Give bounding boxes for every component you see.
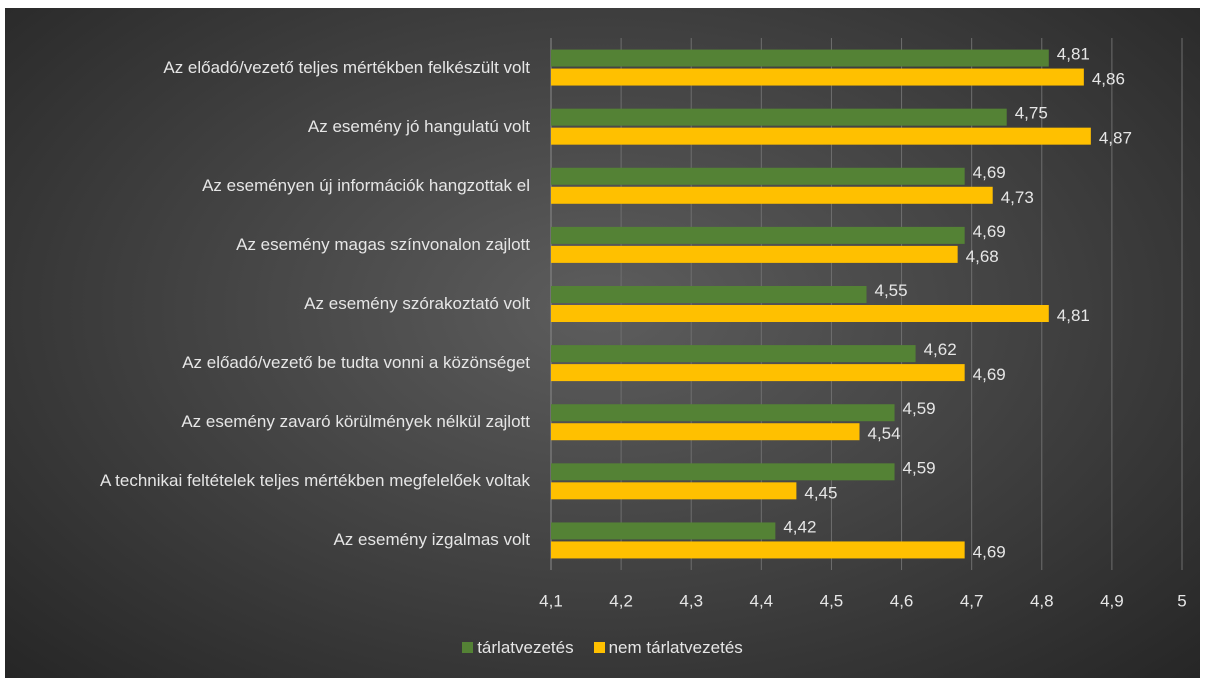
bar <box>551 305 1049 322</box>
bar <box>551 108 1007 126</box>
bar <box>551 423 860 441</box>
bar <box>551 186 993 204</box>
category-text: Az esemény jó hangulatú volt <box>307 116 530 136</box>
category-text: Az előadó/vezető teljes mértékben felkés… <box>163 57 530 77</box>
bar <box>551 127 1091 145</box>
chart: 4,1 4,2 4,3 4,4 4,5 4,6 4,7 4,8 4,9 5 4,81 4,86 4,75… <box>5 8 1200 678</box>
value-label: 4,81 <box>1057 45 1090 64</box>
legend-swatch <box>462 642 474 653</box>
category-label: Az esemény szórakoztató volt <box>10 293 530 315</box>
category-label: Az esemény izgalmas volt <box>10 529 530 551</box>
value-label: 4,86 <box>1092 70 1125 89</box>
plot: 4,1 4,2 4,3 4,4 4,5 4,6 4,7 4,8 4,9 54,814,864,75… <box>539 38 1187 610</box>
category-text: Az esemény magas színvonalon zajlott <box>236 234 530 254</box>
category-text: Az előadó/vezető be tudta vonni a közöns… <box>182 353 530 373</box>
value-label: 4,59 <box>903 458 936 477</box>
bar <box>551 482 797 500</box>
category-text: A technikai feltételek teljes mértékben … <box>100 471 530 491</box>
value-label: 4,69 <box>973 222 1006 241</box>
x-tick-label: 4,9 <box>1100 591 1124 610</box>
x-tick-label: 4,8 <box>1030 591 1054 610</box>
value-label: 4,62 <box>924 340 957 359</box>
bar <box>551 49 1049 67</box>
value-label: 4,45 <box>804 483 837 502</box>
value-label: 4,42 <box>783 517 816 536</box>
category-label: Az esemény magas színvonalon zajlott <box>10 234 530 256</box>
value-label: 4,73 <box>1001 188 1034 207</box>
legend-item: tárlatvezetés <box>462 638 574 658</box>
value-label: 4,75 <box>1015 104 1048 123</box>
legend-swatch <box>593 642 605 653</box>
category-text: Az esemény izgalmas volt <box>333 530 530 550</box>
x-tick-label: 4,4 <box>750 591 774 610</box>
bar <box>551 522 776 540</box>
x-tick-label: 4,3 <box>679 591 703 610</box>
category-label: Az eseményen új információk hangzottak e… <box>10 175 530 197</box>
legend-label: nem tárlatvezetés <box>608 638 743 657</box>
x-tick-label: 4,7 <box>960 591 984 610</box>
bar <box>551 463 895 481</box>
value-label: 4,81 <box>1057 306 1090 325</box>
value-label: 4,59 <box>903 399 936 418</box>
bar <box>551 364 965 382</box>
x-tick-label: 4,1 <box>539 591 563 610</box>
legend: tárlatvezetés nem tárlatvezetés <box>5 638 1200 658</box>
x-tick-label: 4,5 <box>820 591 844 610</box>
category-label: Az előadó/vezető teljes mértékben felkés… <box>10 57 530 79</box>
x-tick-label: 5 <box>1177 591 1186 610</box>
value-label: 4,69 <box>973 365 1006 384</box>
legend-item: nem tárlatvezetés <box>593 638 743 658</box>
bar <box>551 226 965 244</box>
bar <box>551 68 1084 86</box>
category-label: Az esemény zavaró körülmények nélkül zaj… <box>10 411 530 433</box>
bar <box>551 404 895 422</box>
x-tick-label: 4,2 <box>609 591 633 610</box>
x-tick-label: 4,6 <box>890 591 914 610</box>
value-label: 4,68 <box>966 247 999 266</box>
category-text: Az esemény szórakoztató volt <box>304 294 530 313</box>
value-label: 4,54 <box>867 424 900 443</box>
legend-label: tárlatvezetés <box>477 638 574 657</box>
category-label: Az esemény jó hangulatú volt <box>10 116 530 138</box>
category-text: Az esemény zavaró körülmények nélkül zaj… <box>181 412 530 432</box>
bar <box>551 541 965 559</box>
value-label: 4,69 <box>973 542 1006 561</box>
category-label: Az előadó/vezető be tudta vonni a közöns… <box>10 352 530 374</box>
category-label: A technikai feltételek teljes mértékben … <box>10 470 530 492</box>
category-text: Az eseményen új információk hangzottak e… <box>202 175 530 195</box>
bar <box>551 286 867 303</box>
bar <box>551 167 965 185</box>
value-label: 4,69 <box>973 163 1006 182</box>
bar <box>551 245 958 263</box>
bar <box>551 345 916 363</box>
value-label: 4,87 <box>1099 129 1132 148</box>
value-label: 4,55 <box>875 281 908 300</box>
